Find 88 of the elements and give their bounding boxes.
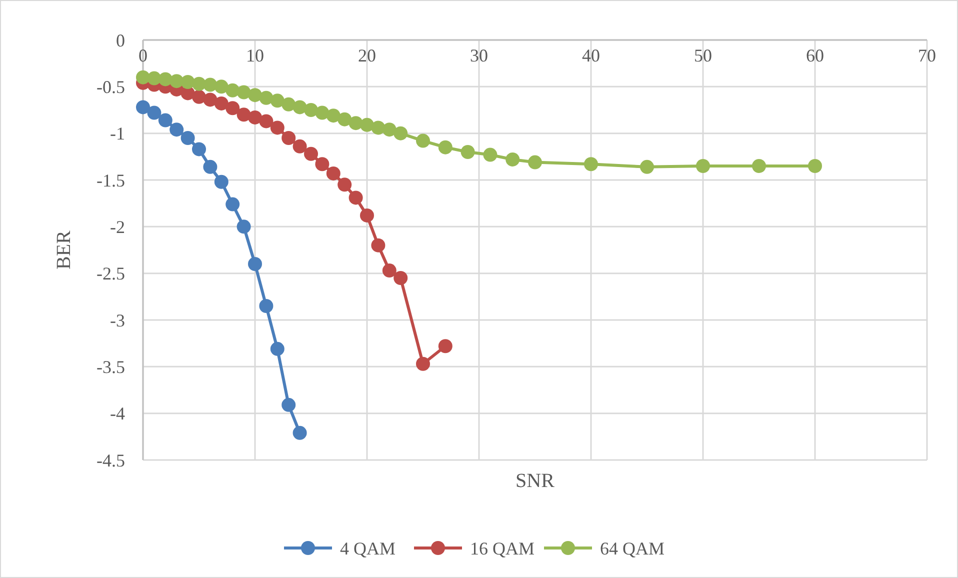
point: [292, 426, 307, 440]
y-tick-label: -3.5: [96, 356, 125, 377]
point: [584, 157, 598, 172]
point: [528, 155, 542, 170]
point: [371, 120, 386, 135]
x-tick-label: 30: [470, 46, 488, 66]
point: [416, 134, 430, 148]
point: [136, 100, 150, 114]
point: [180, 131, 195, 145]
point: [292, 139, 307, 154]
point: [438, 339, 452, 354]
y-tick-label: -2: [110, 216, 125, 237]
point: [292, 100, 307, 114]
x-tick-label: 40: [582, 46, 600, 66]
y-tick-label: -1.5: [96, 170, 125, 190]
point: [315, 157, 330, 172]
x-tick-label: 60: [806, 46, 824, 66]
point: [371, 238, 386, 252]
point: [640, 160, 654, 174]
point: [752, 159, 766, 173]
point: [382, 264, 396, 278]
point: [338, 178, 352, 192]
point: [203, 92, 218, 107]
point: [203, 160, 218, 174]
point: [248, 88, 262, 102]
y-tick-label: -4.5: [96, 450, 125, 470]
point: [259, 114, 274, 128]
point: [304, 146, 318, 161]
y-tick-label: -0.5: [96, 76, 125, 97]
point: [338, 112, 352, 126]
legend-label: 4 QAM: [340, 538, 396, 558]
point: [170, 122, 184, 137]
point: [360, 208, 374, 222]
point: [214, 96, 228, 110]
x-tick-label: 20: [358, 46, 376, 66]
point: [192, 142, 206, 156]
point: [348, 190, 363, 205]
point: [248, 110, 262, 124]
point: [416, 356, 430, 371]
point: [304, 103, 318, 117]
legend-label: 16 QAM: [470, 538, 535, 558]
y-tick-label: 0: [116, 30, 125, 50]
y-tick-label: -4: [110, 404, 125, 424]
point: [170, 74, 184, 88]
y-tick-label: -2.5: [96, 264, 125, 284]
point: [203, 78, 218, 92]
point: [270, 120, 284, 135]
point: [326, 108, 340, 123]
y-axis-title: BER: [53, 230, 75, 270]
point: [438, 140, 452, 154]
point: [158, 113, 172, 128]
point: [147, 106, 162, 120]
point: [147, 71, 162, 86]
point: [394, 271, 408, 285]
point: [382, 122, 396, 137]
point: [226, 101, 240, 116]
point: [696, 159, 710, 173]
point: [460, 145, 475, 159]
point: [259, 90, 274, 105]
legend-label: 64 QAM: [600, 538, 665, 558]
point: [214, 80, 228, 94]
x-tick-label: 50: [694, 46, 712, 66]
point: [282, 131, 296, 145]
x-axis-title: SNR: [516, 470, 556, 492]
point: [282, 398, 296, 412]
point: [259, 299, 274, 313]
point: [214, 174, 228, 189]
y-tick-label: -1: [110, 124, 125, 144]
point: [236, 85, 251, 100]
x-tick-label: 10: [246, 46, 264, 66]
point: [236, 108, 251, 122]
point: [248, 257, 262, 271]
x-tick-label: 70: [918, 46, 936, 66]
point: [270, 342, 284, 356]
point: [483, 148, 498, 162]
point: [326, 166, 340, 180]
point: [270, 94, 284, 108]
point: [360, 118, 374, 132]
point: [226, 83, 240, 98]
x-tick-label: 0: [138, 46, 148, 66]
point: [236, 220, 251, 234]
point: [394, 126, 408, 140]
point: [226, 197, 240, 212]
point: [506, 152, 520, 166]
point: [808, 159, 822, 173]
y-tick-label: -3: [110, 310, 125, 330]
point: [315, 106, 330, 120]
point: [282, 97, 296, 112]
